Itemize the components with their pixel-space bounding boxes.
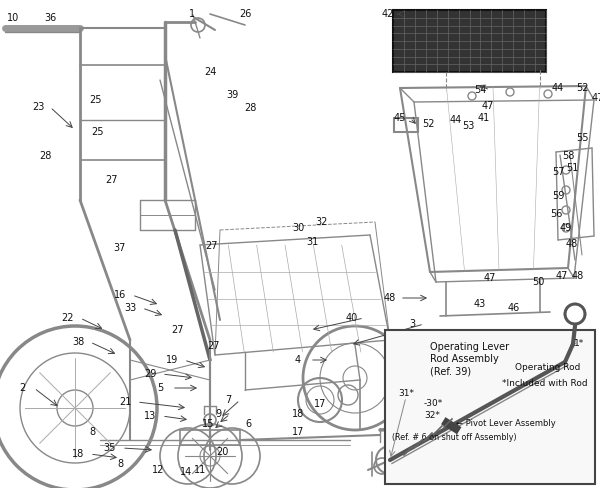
- Text: 49: 49: [560, 223, 572, 233]
- Text: 31: 31: [306, 237, 318, 247]
- Text: 27: 27: [172, 325, 184, 335]
- Bar: [393, 10, 546, 72]
- Text: 58: 58: [562, 151, 574, 161]
- Text: 8: 8: [89, 427, 95, 437]
- Text: 47: 47: [482, 101, 494, 111]
- Text: ← Pivot Lever Assembly: ← Pivot Lever Assembly: [456, 419, 556, 427]
- Text: 40: 40: [346, 313, 358, 323]
- Text: Rod Assembly: Rod Assembly: [430, 354, 499, 364]
- Text: 59: 59: [552, 191, 564, 201]
- Text: 25: 25: [91, 127, 103, 137]
- Text: 56: 56: [550, 209, 562, 219]
- Text: 6: 6: [245, 419, 251, 429]
- Text: 46: 46: [508, 303, 520, 313]
- Text: 18: 18: [72, 449, 84, 459]
- Text: 10: 10: [7, 13, 19, 23]
- Text: 12: 12: [152, 465, 164, 475]
- Text: 8: 8: [117, 459, 123, 469]
- Text: 19: 19: [166, 355, 178, 365]
- Text: 51: 51: [566, 163, 578, 173]
- Text: 32: 32: [316, 217, 328, 227]
- Text: 35: 35: [104, 443, 116, 453]
- Text: 30: 30: [292, 223, 304, 233]
- Text: 55: 55: [576, 133, 588, 143]
- Text: Operating Lever: Operating Lever: [430, 342, 509, 352]
- Text: 53: 53: [462, 121, 474, 131]
- Text: 54: 54: [474, 85, 486, 95]
- Text: 1: 1: [189, 9, 195, 19]
- Text: 3: 3: [409, 319, 415, 329]
- Text: 52: 52: [576, 83, 588, 93]
- Text: 27: 27: [208, 341, 220, 351]
- Text: (Ref. # 6 on shut off Assembly): (Ref. # 6 on shut off Assembly): [392, 432, 517, 442]
- Bar: [385, 330, 595, 484]
- Text: 23: 23: [32, 102, 44, 112]
- Text: 57: 57: [552, 167, 564, 177]
- Text: 41: 41: [478, 113, 490, 123]
- Text: 17: 17: [292, 427, 304, 437]
- Text: 24: 24: [204, 67, 216, 77]
- Text: 48: 48: [384, 293, 396, 303]
- Text: 44: 44: [450, 115, 462, 125]
- Text: 42: 42: [382, 9, 394, 19]
- Text: (Ref. 39): (Ref. 39): [430, 366, 471, 376]
- Text: 9: 9: [215, 409, 221, 419]
- Text: 44: 44: [552, 83, 564, 93]
- Text: 28: 28: [244, 103, 256, 113]
- Text: 27: 27: [206, 241, 218, 251]
- Text: 16: 16: [114, 290, 126, 300]
- Text: 37: 37: [114, 243, 126, 253]
- Text: 47: 47: [484, 273, 496, 283]
- Text: 15: 15: [202, 419, 214, 429]
- Text: 47: 47: [556, 271, 568, 281]
- Text: 48: 48: [572, 271, 584, 281]
- Text: 33: 33: [124, 303, 136, 313]
- Text: 48: 48: [566, 239, 578, 249]
- Text: 25: 25: [90, 95, 102, 105]
- Text: *Included with Rod: *Included with Rod: [502, 379, 587, 387]
- Text: 52: 52: [422, 119, 434, 129]
- Text: 43: 43: [474, 299, 486, 309]
- Text: 7: 7: [225, 395, 231, 405]
- Text: 32*: 32*: [424, 410, 440, 420]
- Text: 36: 36: [44, 13, 56, 23]
- Text: 20: 20: [216, 447, 228, 457]
- Text: 13: 13: [144, 411, 156, 421]
- Text: 2: 2: [19, 383, 25, 393]
- Text: 50: 50: [532, 277, 544, 287]
- Text: 34: 34: [426, 350, 438, 360]
- Text: 17: 17: [314, 399, 326, 409]
- Text: 21: 21: [119, 397, 131, 407]
- Text: 11: 11: [194, 465, 206, 475]
- Text: 39: 39: [226, 90, 238, 100]
- Text: 26: 26: [239, 9, 251, 19]
- Text: -30*: -30*: [424, 400, 443, 408]
- Text: 22: 22: [62, 313, 74, 323]
- Text: 38: 38: [72, 337, 84, 347]
- Text: 18: 18: [292, 409, 304, 419]
- Text: 31*: 31*: [398, 388, 414, 398]
- Text: 5: 5: [157, 383, 163, 393]
- Text: 28: 28: [39, 151, 51, 161]
- Text: 29: 29: [144, 369, 156, 379]
- Text: 45: 45: [394, 113, 406, 123]
- Text: 4: 4: [295, 355, 301, 365]
- Text: Operating Rod: Operating Rod: [515, 363, 580, 371]
- Text: 14: 14: [180, 467, 192, 477]
- Text: 47: 47: [592, 93, 600, 103]
- Text: 1*: 1*: [574, 340, 584, 348]
- Text: 27: 27: [106, 175, 118, 185]
